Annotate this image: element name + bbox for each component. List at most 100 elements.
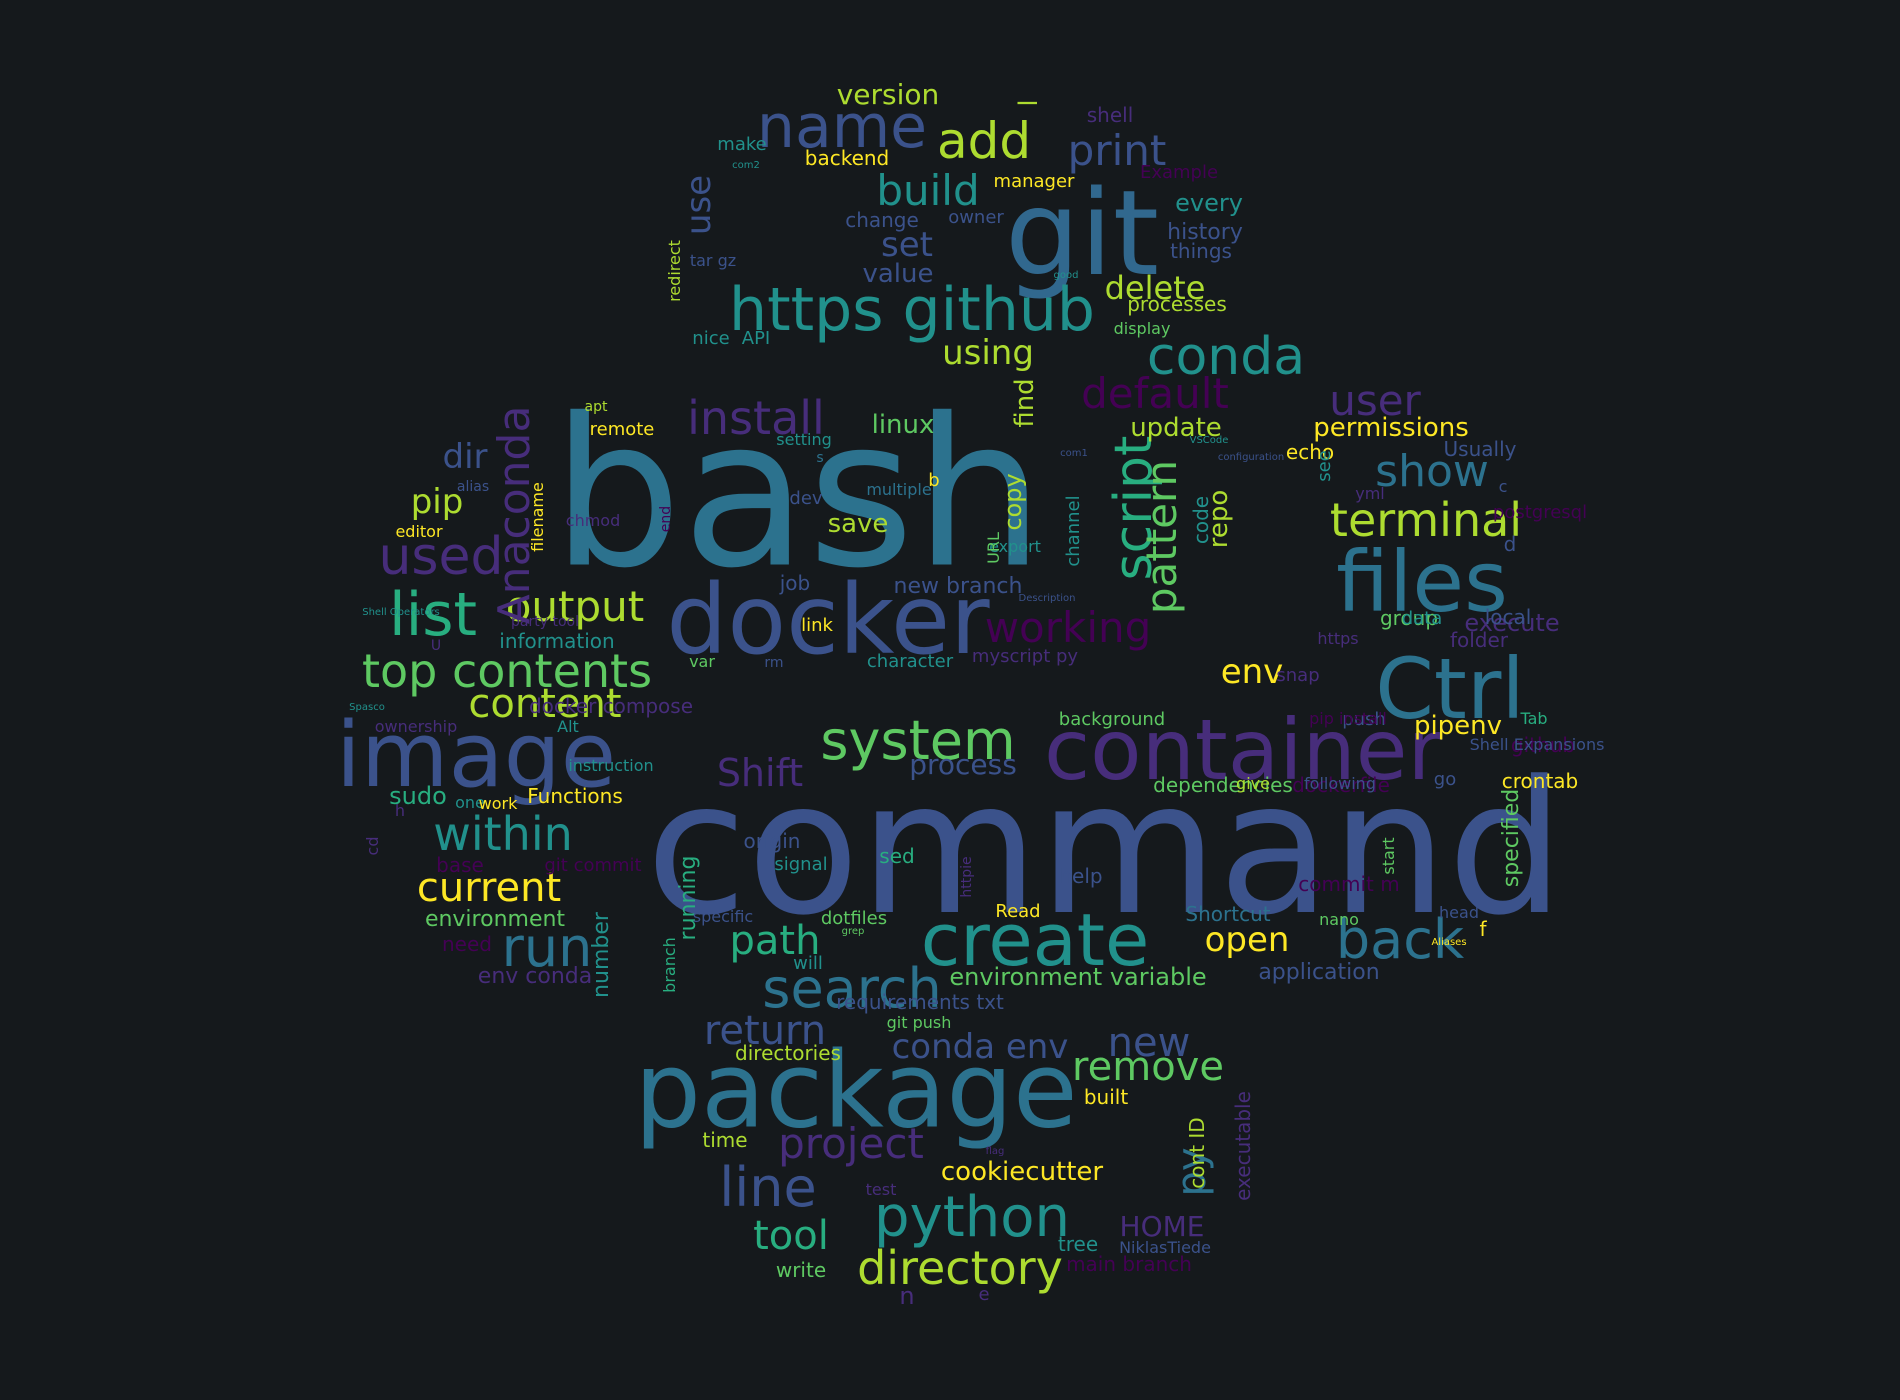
word: cookiecutter — [940, 1157, 1104, 1187]
word: Functions — [527, 784, 623, 808]
word: remove — [1072, 1044, 1224, 1090]
word: Aliases — [1431, 937, 1467, 948]
word: value — [862, 259, 934, 289]
word: requirements txt — [836, 990, 1004, 1014]
word: delete — [1104, 269, 1206, 307]
word: run — [501, 916, 593, 979]
word: using — [942, 333, 1034, 373]
word: see — [1314, 450, 1335, 482]
word: image — [335, 703, 617, 808]
word: conda env — [891, 1027, 1069, 1067]
word: URL — [984, 532, 1003, 564]
word: VSCode — [1189, 435, 1229, 446]
word: write — [775, 1258, 827, 1282]
word: show — [1375, 446, 1489, 497]
word: snap — [1276, 665, 1320, 686]
word: environment variable — [949, 963, 1207, 991]
word: built — [1083, 1085, 1129, 1109]
word: local — [1484, 605, 1532, 629]
word: return — [703, 1008, 827, 1054]
word: configuration — [1217, 452, 1285, 463]
word: signal — [774, 854, 828, 875]
word: chmod — [565, 511, 621, 530]
word: copy — [999, 473, 1027, 531]
word: execute — [1464, 609, 1560, 637]
word: instruction — [568, 756, 654, 775]
word: API — [741, 328, 771, 349]
word: com1 — [1060, 448, 1088, 459]
word: ownership — [374, 717, 458, 736]
word: give — [1236, 774, 1270, 793]
word: things — [1170, 239, 1232, 263]
word: pattern — [1137, 459, 1186, 615]
word: directories — [735, 1041, 841, 1065]
word: job — [779, 571, 811, 595]
word: Description — [1018, 593, 1076, 604]
word: Alt — [557, 717, 579, 736]
word: go — [1433, 769, 1457, 790]
word: print — [1067, 126, 1167, 175]
word: background — [1058, 709, 1166, 730]
word: python — [874, 1185, 1070, 1250]
word: container — [1043, 701, 1443, 799]
word: dockerfile — [1292, 773, 1390, 797]
word: executable — [1231, 1091, 1255, 1201]
word: files — [1336, 533, 1508, 631]
word: data — [1401, 608, 1443, 629]
word: Shortcut — [1185, 902, 1271, 926]
word: d — [1503, 532, 1517, 556]
word: history — [1167, 220, 1243, 245]
word: git commit — [544, 855, 642, 876]
word: commit m — [1298, 872, 1400, 896]
word: package — [634, 1029, 1078, 1152]
word: line — [719, 1156, 817, 1219]
word: https github — [729, 275, 1095, 345]
word: use — [679, 174, 719, 236]
word: branch — [660, 937, 679, 993]
word: conda — [1146, 327, 1306, 387]
word: backend — [804, 146, 890, 170]
word: redirect — [665, 240, 684, 302]
word: f — [1479, 917, 1487, 941]
word: dir — [442, 437, 488, 477]
word: cd — [363, 836, 382, 856]
word: need — [442, 932, 492, 956]
word: origin — [743, 829, 801, 853]
word: tree — [1057, 1232, 1099, 1256]
word: env — [1220, 652, 1284, 692]
word: project — [778, 1119, 924, 1168]
word: new — [1107, 1020, 1191, 1066]
word: yml — [1355, 484, 1385, 503]
word: good — [1053, 270, 1079, 281]
word: specified — [1499, 788, 1524, 888]
word: remote — [589, 419, 655, 440]
word: postgresql — [1492, 502, 1588, 523]
word: time — [702, 1128, 748, 1152]
word: name — [756, 92, 928, 162]
word: main branch — [1066, 1252, 1192, 1276]
word: Spasco — [349, 702, 385, 713]
word: git — [1005, 164, 1159, 302]
word: display — [1113, 319, 1171, 338]
word: used — [378, 527, 504, 587]
word: work — [478, 794, 518, 813]
word: processes — [1127, 292, 1227, 316]
word: h — [394, 801, 406, 820]
word: running — [676, 855, 701, 941]
word: terminal — [1329, 493, 1523, 547]
word: shell — [1086, 103, 1134, 127]
word: search — [762, 957, 942, 1020]
word: specific — [692, 907, 754, 926]
word: flag — [985, 1146, 1005, 1157]
word: docker — [666, 564, 990, 676]
word: multiple — [866, 480, 932, 499]
word: dev — [789, 488, 823, 509]
word: n — [899, 1282, 915, 1310]
word: system — [820, 709, 1016, 772]
word: default — [1081, 369, 1229, 418]
word: end — [658, 505, 674, 533]
word: within — [433, 807, 573, 861]
word: command — [645, 742, 1565, 956]
word: set — [881, 225, 933, 265]
word: Tab — [1520, 709, 1548, 728]
